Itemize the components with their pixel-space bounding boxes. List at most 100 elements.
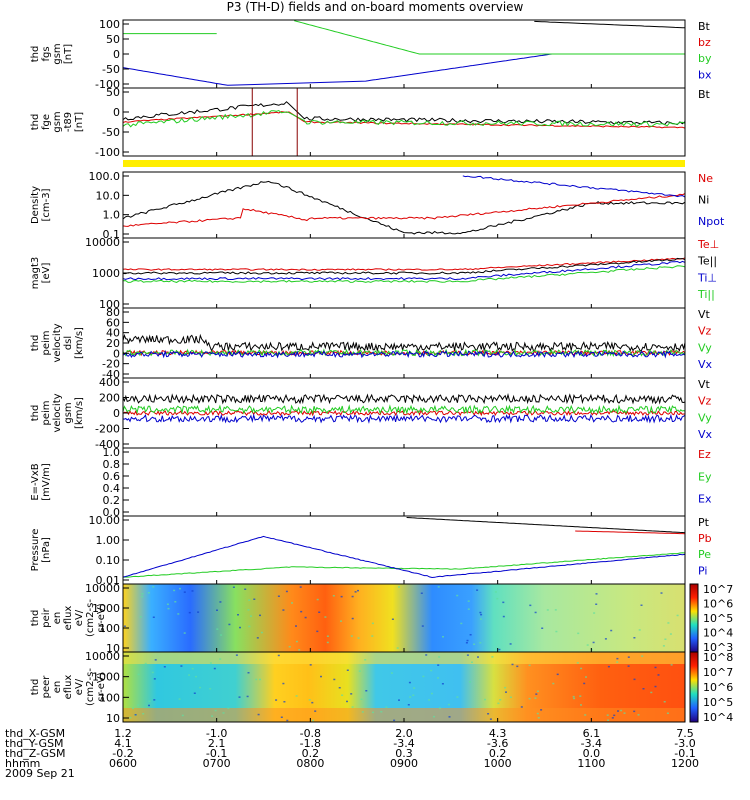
legend-0-3: bx [698,68,712,81]
ytick-label-9-1: 1000 [92,671,120,684]
ytick-label-3-1: 1000 [92,267,120,280]
bottom-row-0-0: 1.2 [114,727,132,740]
colorbar-label-8-3: 10^4 [703,627,733,640]
ylabel-3-0: magt3 [30,257,41,290]
bottom-row-2-6: -0.1 [674,747,695,760]
legend-5-0: Vt [698,378,711,391]
ylabel-9-2: en [52,681,63,694]
ytick-label-3-2: 100 [99,298,120,311]
ytick-label-8-1: 1000 [92,602,120,615]
ylabel-9-3: eflux [63,675,74,700]
ytick-label-1-2: -50 [102,126,120,139]
ylabel-0-2: gsm [52,43,63,64]
bottom-row-1-5: -3.4 [581,737,602,750]
ytick-label-5-4: -400 [95,438,120,451]
ytick-label-0-2: 0 [113,48,120,61]
bottom-row-2-2: 0.2 [302,747,320,760]
ytick-label-2-1: 10.0 [96,189,121,202]
ylabel-0-3: [nT] [63,44,74,64]
ylabel-5-4: [km/s] [74,397,85,429]
ylabel-4-0: thd [30,335,41,352]
bottom-row-1-0: 4.1 [114,737,132,750]
ylabel-1-1: fge [41,114,52,130]
bottom-row-label-3: hhmm [5,757,40,770]
ylabel-8-3: eflux [63,606,74,631]
ylabel-5-3: gsm [63,402,74,423]
colorbar-label-9-3: 10^5 [703,696,733,709]
trace-bt-fgs [534,20,686,29]
ytick-label-0-4: -100 [95,78,120,91]
legend-7-2: Pe [698,548,711,561]
trace-pe [122,552,686,578]
bottom-row-0-2: -0.8 [300,727,321,740]
ytick-label-6-2: 0.6 [103,470,121,483]
trace-vt-gsm [122,392,686,405]
legend-3-3: Ti|| [697,288,715,301]
ylabel-0-1: fgs [41,46,52,61]
ylabel-6-0: E=-VxB [30,463,41,500]
legend-2-2: Npot [698,215,725,228]
ytick-label-4-3: 20 [106,337,120,350]
bottom-row-0-3: 2.0 [395,727,413,740]
ylabel-5-0: thd [30,405,41,422]
ytick-label-2-2: 1.0 [103,209,121,222]
ytick-label-9-3: 10 [106,712,120,725]
legend-2-1: Ni [698,194,709,207]
ylabel-0-0: thd [30,46,41,63]
ylabel-4-2: velocity [52,323,63,362]
legend-4-3: Vx [698,358,713,371]
ytick-label-4-4: 0 [113,347,120,360]
ylabel-1-0: thd [30,114,41,131]
legend-4-1: Vz [698,325,712,338]
ytick-label-1-1: 0 [113,106,120,119]
ytick-label-5-0: 400 [99,376,120,389]
bottom-row-1-2: -1.8 [300,737,321,750]
trace-by-fgs-b [294,20,685,55]
bottom-row-2-3: 0.3 [395,747,413,760]
legend-5-3: Vx [698,428,713,441]
ytick-label-4-2: 40 [106,327,120,340]
trace-vy-gsm [122,404,686,415]
trace-vx-dsl [122,349,686,359]
legend-7-0: Pt [698,516,710,529]
ytick-label-7-0: 10.00 [89,514,121,527]
ytick-label-7-1: 1.00 [96,534,121,547]
legend-5-1: Vz [698,395,712,408]
bottom-row-0-5: 6.1 [583,727,601,740]
ytick-label-4-0: 80 [106,306,120,319]
colorbar-label-8-2: 10^5 [703,612,733,625]
panel-frame-6 [122,447,686,517]
trace-te-perp [122,257,686,271]
bottom-row-0-1: -1.0 [206,727,227,740]
ylabel-9-1: peer [41,675,52,699]
ytick-label-0-3: -50 [102,63,120,76]
ylabel-4-3: dsl [63,336,74,350]
colorbar-label-8-1: 10^6 [703,598,733,611]
legend-3-1: Te|| [697,255,717,268]
colorbar-label-9-1: 10^7 [703,666,733,679]
panel-frame-7 [122,515,686,585]
ytick-label-9-0: 10000 [85,650,120,663]
colorbar-9 [689,651,699,723]
legend-2-0: Ne [698,172,713,185]
ylabel-2-1: [cm-3] [41,188,52,221]
bottom-row-1-4: -3.6 [487,737,508,750]
colorbar-label-8-4: 10^3 [703,641,733,654]
ylabel-8-1: peir [41,607,52,627]
ytick-label-7-2: 0.10 [96,554,121,567]
ylabel-7-0: Pressure [30,529,41,572]
legend-4-2: Vy [698,341,712,354]
bottom-row-2-0: -0.2 [112,747,133,760]
bottom-row-3-4: 1000 [484,757,512,770]
bottom-row-label-0: thd_X-GSM [5,727,65,740]
ylabel-8-0: thd [30,610,41,627]
ylabel-8-4: eV/ [74,609,85,626]
ytick-label-7-3: 0.01 [96,574,121,587]
ytick-label-0-1: 50 [106,33,120,46]
ylabel-5-1: peim [41,400,52,425]
ylabel-9-5: (cm2-s- [85,668,96,706]
ytick-label-4-1: 60 [106,316,120,329]
colorbar-label-9-0: 10^8 [703,651,733,664]
bottom-row-2-4: 0.2 [489,747,507,760]
